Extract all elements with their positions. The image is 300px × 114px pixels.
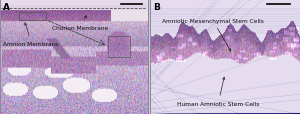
Bar bbox=[19, 13, 46, 21]
Text: Amniotic Mesenchymal Stem Cells: Amniotic Mesenchymal Stem Cells bbox=[162, 19, 264, 52]
Text: Amnion Membrane: Amnion Membrane bbox=[3, 24, 59, 47]
Text: Human Amniotic Stem Cells: Human Amniotic Stem Cells bbox=[177, 78, 260, 106]
Text: A: A bbox=[3, 3, 10, 12]
Text: Chorion Membrane: Chorion Membrane bbox=[52, 17, 108, 31]
Text: B: B bbox=[153, 3, 160, 12]
Bar bbox=[108, 36, 130, 57]
